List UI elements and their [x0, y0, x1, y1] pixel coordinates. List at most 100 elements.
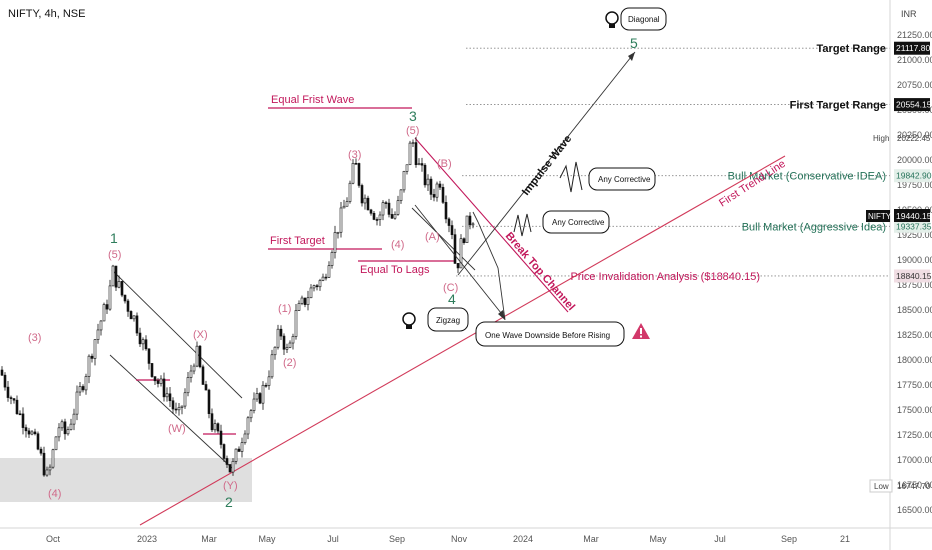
candle-body [0, 369, 4, 376]
chart-title: NIFTY, 4h, NSE [8, 8, 85, 20]
price-badge-value: 21117.80 [896, 43, 930, 53]
candle-body [3, 374, 7, 388]
candle-body [390, 214, 394, 219]
candle-body [45, 469, 49, 476]
candle-body [399, 189, 403, 201]
candle-body [90, 355, 94, 359]
candle-body [21, 413, 25, 428]
candle-body [120, 281, 124, 296]
wave-label: (1) [278, 303, 291, 315]
candle-body [66, 429, 70, 435]
y-tick-label: 18250.00 [897, 330, 932, 340]
wave-label: 5 [630, 35, 638, 51]
candle-body [186, 377, 190, 394]
candle-body [24, 427, 28, 432]
y-tick-label: 16500.00 [897, 505, 932, 515]
candle-body [366, 197, 370, 211]
y-tick-label: 18750.00 [897, 280, 932, 290]
x-tick-label: Jul [714, 534, 726, 544]
candle-body [216, 423, 220, 432]
x-tick-label: Sep [389, 534, 405, 544]
candle-body [195, 345, 199, 367]
candle-body [282, 335, 286, 350]
price-badge-box [894, 98, 930, 112]
candle-body [219, 430, 223, 445]
candle-body [351, 163, 355, 184]
currency-label: INR [901, 9, 917, 19]
svg-text:Diagonal: Diagonal [628, 15, 660, 24]
candle-body [75, 391, 79, 415]
impulse-arrow-head [628, 52, 635, 61]
x-tick-label: Jul [327, 534, 339, 544]
candle-body [339, 207, 343, 233]
y-tick-label: 17500.00 [897, 405, 932, 415]
equal-to-lags-label: Equal To Lags [360, 264, 430, 276]
one-wave-arrow-head [498, 310, 505, 320]
candle-body [87, 355, 91, 377]
candle-body [234, 448, 238, 462]
candle-body [162, 378, 166, 398]
price-badge-value: 18840.15 [896, 271, 932, 281]
candle-body [459, 238, 463, 269]
down-channel-lower [109, 354, 233, 469]
candle-body [183, 392, 187, 407]
candle-body [330, 252, 334, 266]
candle-body [258, 393, 262, 404]
candle-body [426, 178, 430, 186]
wave-label: (3) [28, 332, 41, 344]
y-tick-label: 21250.00 [897, 30, 932, 40]
candle-body [225, 458, 229, 465]
candle-body [318, 280, 322, 288]
candle-body [303, 297, 307, 305]
idea-icon [605, 11, 619, 28]
current-value: 19440.15 [896, 211, 932, 221]
price-badge-value: 19842.90 [896, 171, 932, 181]
candle-body [384, 202, 388, 204]
first-trendline [139, 155, 786, 526]
candle-body [126, 300, 130, 312]
candle-body [261, 384, 265, 404]
candle-body [117, 281, 121, 288]
y-tick-label: 19000.00 [897, 255, 932, 265]
candle-body [327, 265, 331, 278]
candle-body [465, 215, 469, 243]
x-tick-label: 2024 [513, 534, 533, 544]
candle-body [246, 417, 250, 435]
support-zone [0, 458, 252, 502]
candle-body [417, 163, 421, 165]
candle-body [315, 285, 319, 288]
candle-body [180, 405, 184, 408]
candle-body [255, 393, 259, 400]
x-tick-label: Oct [46, 534, 61, 544]
candle-body [204, 384, 208, 391]
candle-body [444, 202, 448, 220]
candle-body [438, 183, 442, 188]
any-corrective-bubble: Any Corrective [588, 167, 656, 191]
candle-body [51, 449, 55, 468]
candle-body [420, 163, 424, 166]
candle-body [372, 212, 376, 220]
candle-body [129, 311, 133, 320]
candle-body [273, 346, 277, 356]
top-channel-lower [411, 207, 476, 271]
candle-body [345, 201, 349, 207]
candle-body [78, 386, 82, 393]
x-tick-label: Mar [201, 534, 217, 544]
candle-body [252, 398, 256, 411]
candle-body [132, 315, 136, 320]
price-badge-value: 20554.15 [896, 100, 932, 110]
y-tick-label: 19750.00 [897, 180, 932, 190]
low-value: 16747.70 [897, 482, 931, 491]
price-level-label: Price Invalidation Analysis ($18840.15) [570, 271, 760, 283]
candle-body [165, 393, 169, 398]
current-label: NIFTY [868, 212, 892, 221]
candle-body [288, 342, 292, 348]
candle-body [297, 303, 301, 311]
candle-body [447, 218, 451, 226]
candle-body [72, 413, 76, 425]
wave-labels-pink: (3) (4) (5) (X) (W) (Y) (1) (2) (3) (4) … [28, 125, 458, 500]
candle-body [387, 202, 391, 215]
time-axis: Oct 2023 Mar May Jul Sep Nov 2024 Mar May Jul Sep 21 [46, 534, 850, 544]
candle-body [33, 431, 37, 435]
